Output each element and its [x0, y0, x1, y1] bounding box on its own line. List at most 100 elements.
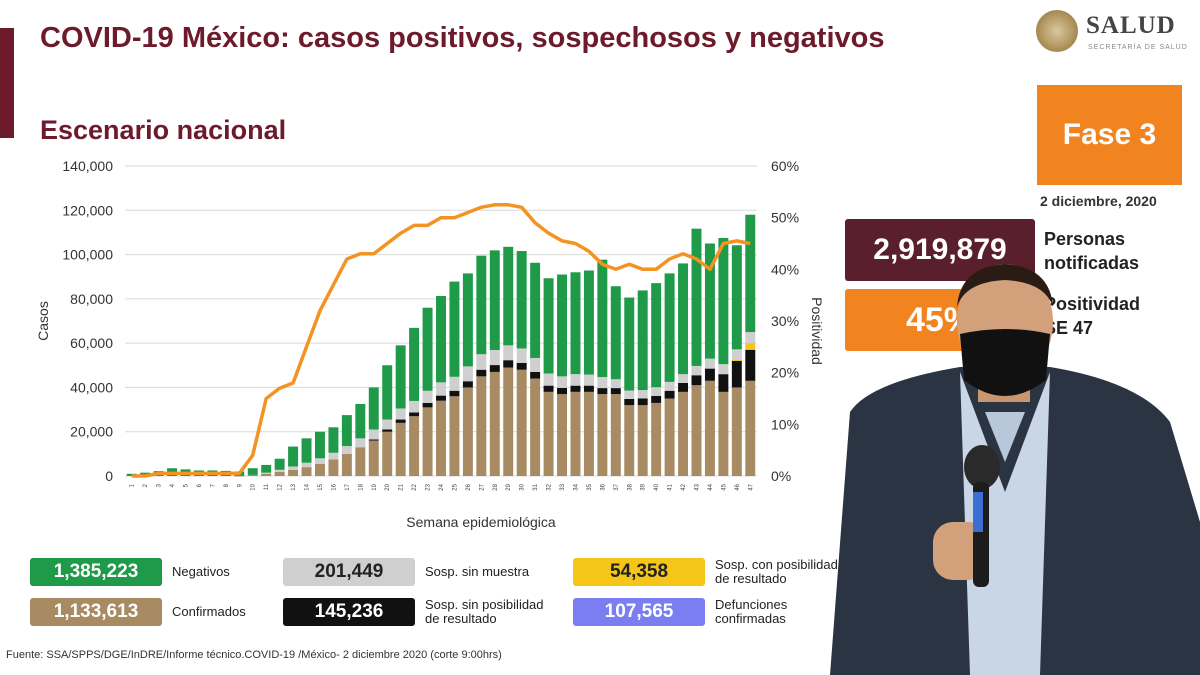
legend-item-negatives: 1,385,223 Negativos: [30, 557, 230, 587]
bar-segment: [274, 458, 285, 470]
x-tick-label: 14: [305, 483, 311, 490]
x-tick-label: 38: [627, 483, 633, 490]
bar-segment: [651, 395, 662, 403]
legend-value-deaths: 107,565: [573, 598, 705, 626]
legend-value-sosp-sin-posibilidad: 145,236: [283, 598, 415, 626]
bar-segment: [583, 270, 594, 375]
x-tick-label: 15: [318, 483, 324, 490]
bar-segment: [731, 359, 742, 361]
y-tick-label: 120,000: [62, 202, 113, 218]
y2-tick-label: 30%: [771, 313, 799, 329]
y2-tick-label: 20%: [771, 365, 799, 381]
accent-bar: [0, 28, 14, 138]
y2-tick-label: 10%: [771, 416, 799, 432]
bar-segment: [422, 407, 433, 476]
bar-segment: [503, 246, 514, 346]
legend-label-negatives: Negativos: [172, 564, 230, 579]
y-tick-label: 20,000: [70, 424, 113, 440]
bar-segment: [664, 381, 675, 391]
bar-segment: [570, 374, 581, 386]
bar-segment: [395, 419, 406, 423]
bar-segment: [409, 416, 420, 476]
bar-segment: [678, 391, 689, 476]
bar-segment: [637, 290, 648, 391]
bar-segment: [704, 243, 715, 359]
bar-segment: [382, 365, 393, 420]
x-tick-label: 7: [210, 483, 216, 487]
legend-value-confirmed: 1,133,613: [30, 598, 162, 626]
x-tick-label: 33: [560, 483, 566, 490]
bar-segment: [315, 431, 325, 459]
bar-segment: [476, 255, 487, 355]
bar-segment: [543, 385, 554, 392]
x-tick-label: 30: [520, 483, 526, 490]
bar-segment: [503, 367, 514, 476]
x-tick-label: 23: [426, 483, 432, 490]
bar-segment: [409, 327, 420, 401]
bar-segment: [610, 388, 621, 395]
x-tick-label: 8: [224, 483, 230, 487]
bar-segment: [368, 387, 379, 430]
bar-segment: [597, 388, 608, 395]
x-tick-label: 39: [641, 483, 647, 490]
bar-segment: [543, 278, 554, 374]
legend-label-sosp-con-posibilidad: Sosp. con posibilidad de resultado: [715, 557, 838, 586]
x-tick-label: 9: [237, 483, 243, 487]
bar-segment: [664, 390, 675, 399]
bar-segment: [261, 464, 272, 473]
bar-segment: [516, 251, 527, 349]
y-tick-label: 100,000: [62, 247, 113, 263]
bar-segment: [368, 429, 379, 440]
bar-segment: [476, 354, 487, 370]
bar-segment: [355, 438, 366, 448]
bar-segment: [530, 371, 541, 379]
legend-item-deaths: 107,565 Defunciones confirmadas: [573, 597, 787, 627]
bar-segment: [597, 377, 608, 389]
x-tick-label: 47: [748, 483, 754, 490]
x-tick-label: 4: [170, 483, 176, 487]
bar-segment: [704, 380, 715, 476]
bar-segment: [718, 374, 729, 392]
bar-segment: [328, 459, 339, 476]
bar-segment: [731, 245, 742, 350]
y2-tick-label: 60%: [771, 158, 799, 174]
y-tick-label: 140,000: [62, 158, 113, 174]
bar-segment: [678, 374, 689, 383]
bar-segment: [436, 395, 446, 401]
positivity-label: Positividad SE 47: [1044, 292, 1140, 340]
positivity-label-line2: SE 47: [1044, 318, 1094, 338]
bar-segment: [449, 390, 460, 397]
phase-badge: Fase 3: [1037, 85, 1182, 185]
report-date: 2 diciembre, 2020: [1040, 193, 1157, 209]
bar-segment: [449, 281, 460, 377]
bar-segment: [328, 427, 339, 453]
x-tick-label: 24: [439, 483, 445, 490]
y-tick-label: 80,000: [70, 291, 113, 307]
bar-segment: [678, 383, 689, 392]
x-tick-label: 5: [184, 483, 190, 487]
bar-segment: [691, 375, 702, 386]
bar-segment: [530, 357, 541, 372]
y2-tick-label: 50%: [771, 210, 799, 226]
x-tick-label: 21: [399, 483, 405, 490]
bar-segment: [704, 358, 715, 369]
bar-segment: [651, 387, 662, 396]
bar-segment: [543, 391, 554, 476]
bar-segment: [610, 286, 621, 380]
legend-label-sosp-sin-muestra: Sosp. sin muestra: [425, 564, 530, 579]
bar-segment: [301, 462, 312, 468]
bar-segment: [637, 390, 648, 399]
bar-segment: [624, 390, 635, 399]
bar-segment: [234, 475, 245, 477]
bar-segment: [341, 446, 352, 454]
bar-segment: [476, 369, 487, 377]
bar-segment: [422, 307, 433, 391]
bar-segment: [624, 398, 635, 406]
bar-segment: [341, 415, 352, 447]
x-tick-label: 35: [587, 483, 593, 490]
bar-segment: [745, 332, 756, 344]
bar-segment: [731, 387, 742, 476]
bar-segment: [530, 378, 541, 476]
bar-segment: [395, 422, 406, 476]
x-tick-label: 28: [493, 483, 499, 490]
